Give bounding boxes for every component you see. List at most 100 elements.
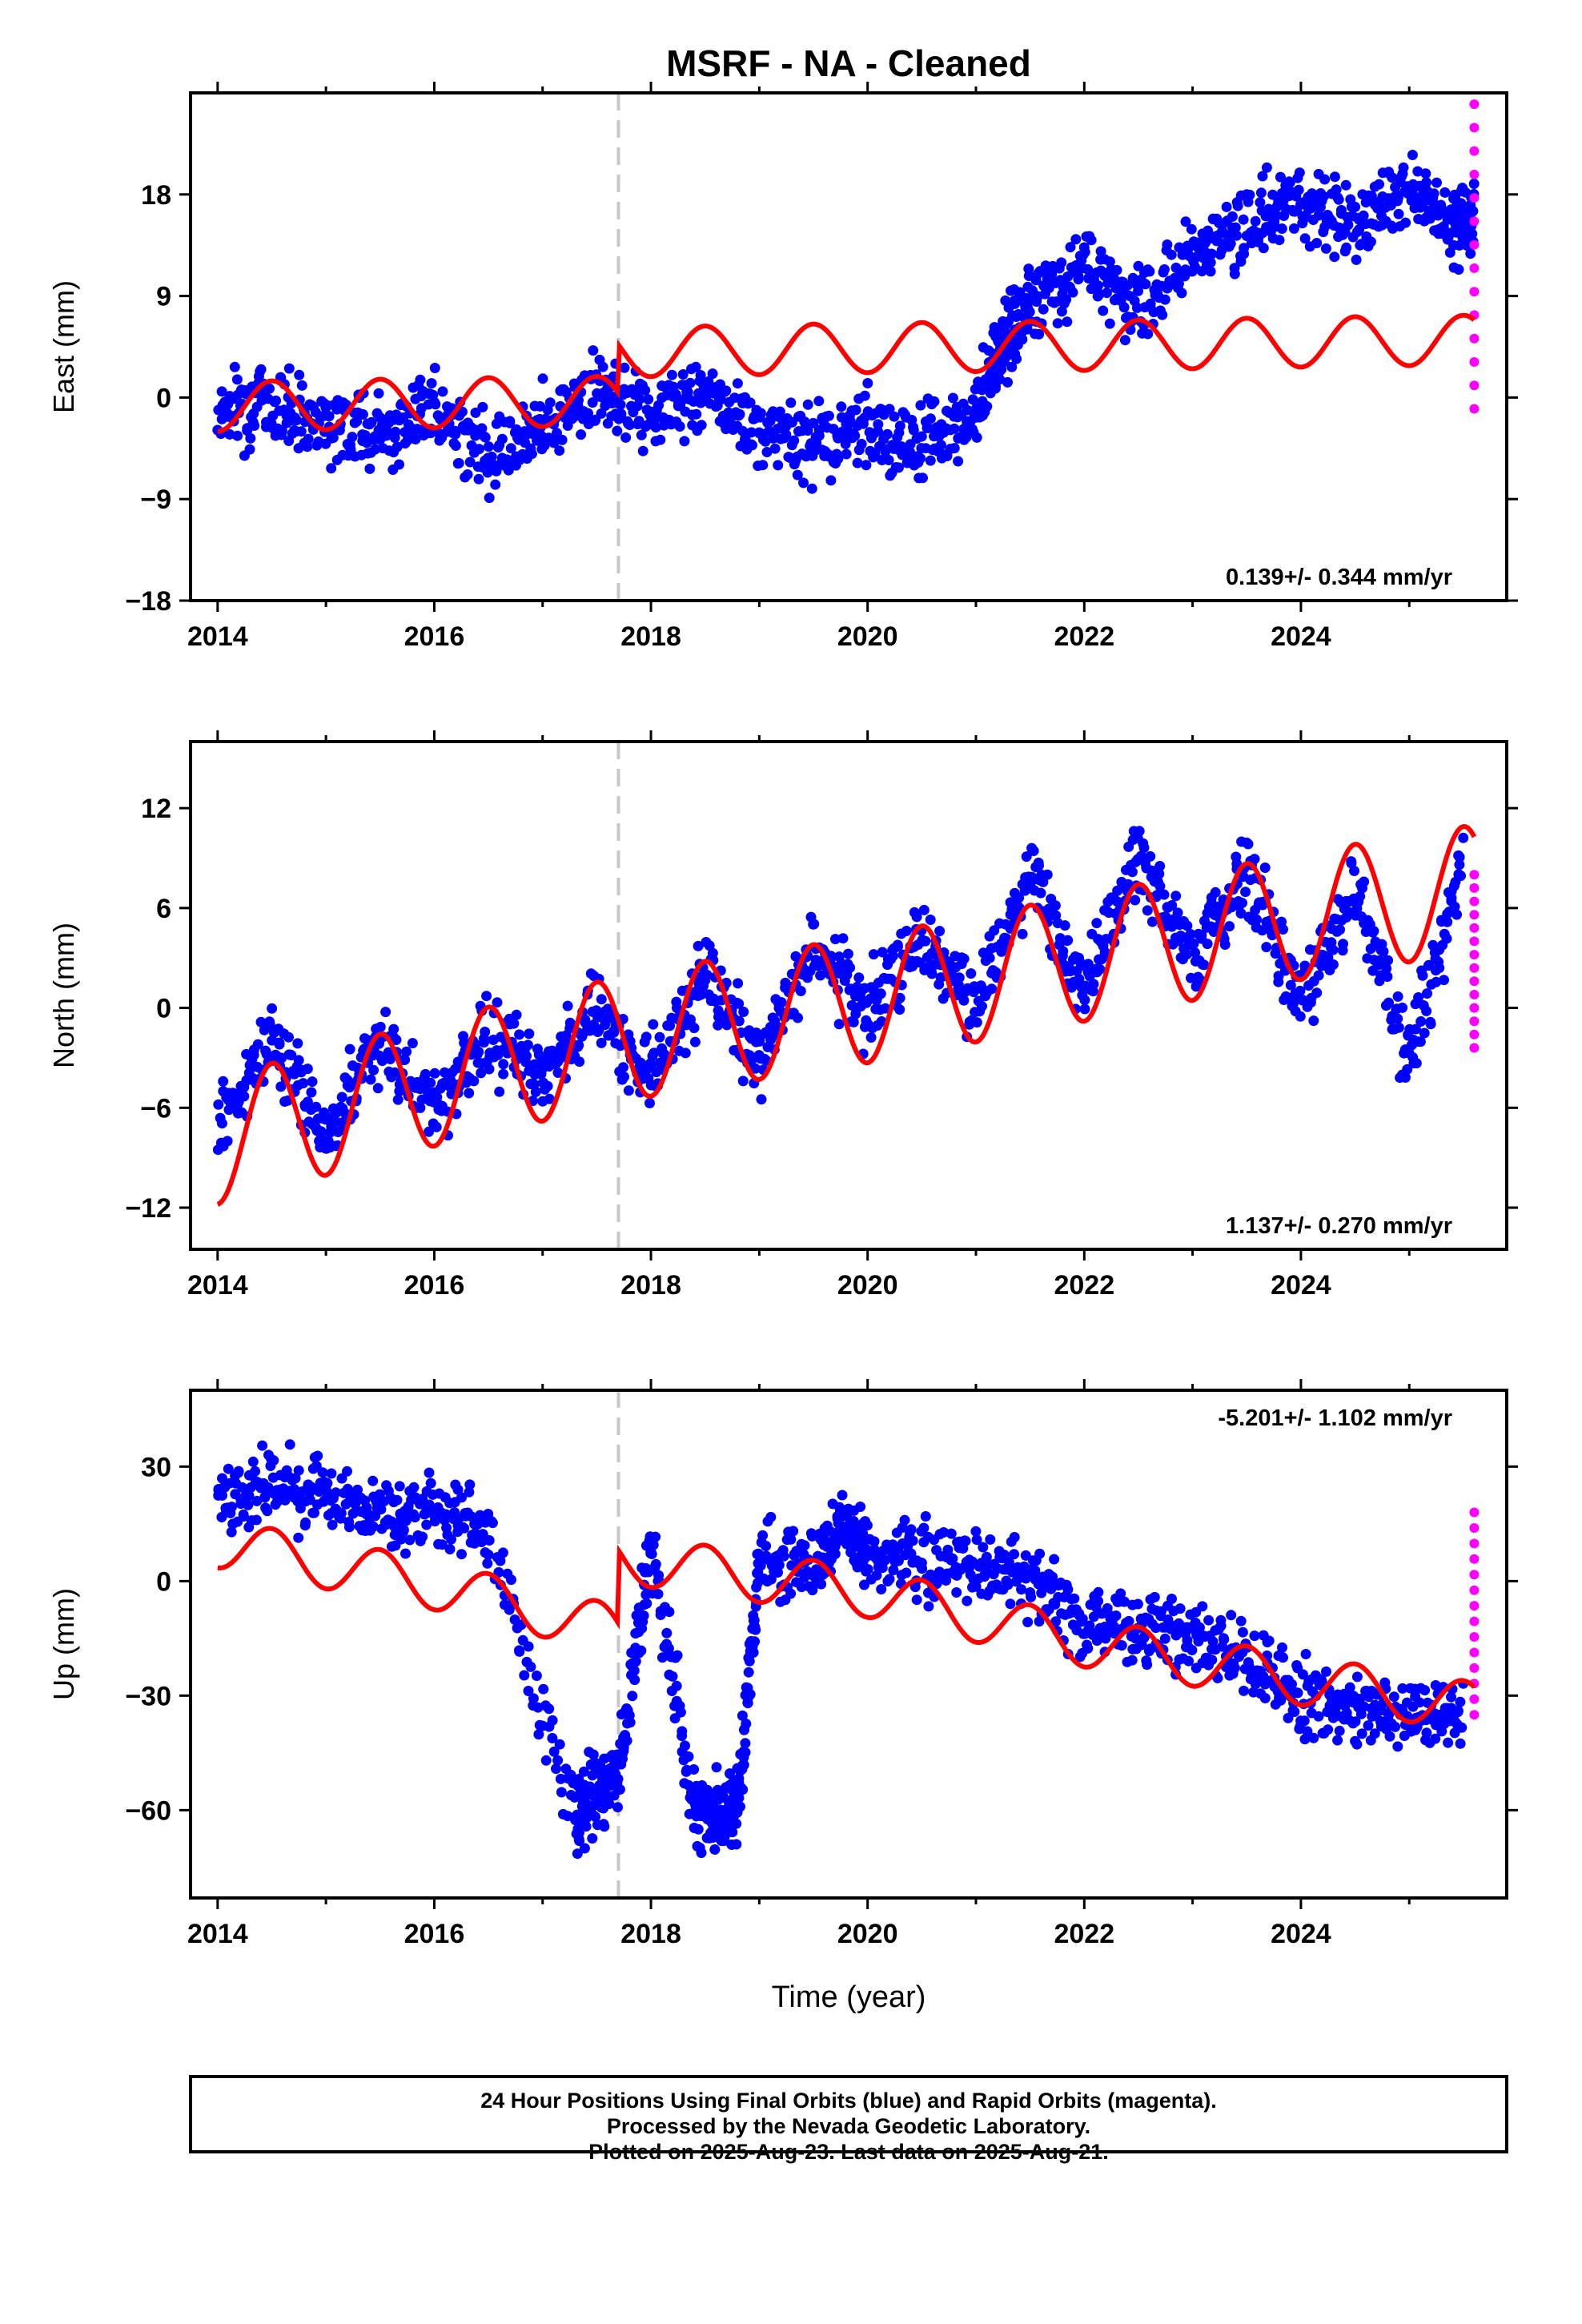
final-orbit-point	[496, 433, 508, 444]
final-orbit-point	[742, 1697, 753, 1708]
final-orbit-point	[926, 968, 938, 979]
final-orbit-point	[761, 1541, 772, 1551]
x-tick-label: 2020	[837, 1270, 898, 1301]
final-orbit-point	[1419, 1685, 1431, 1696]
final-orbit-point	[716, 394, 726, 405]
y-tick-label: −12	[125, 1193, 171, 1224]
final-orbit-point	[486, 451, 497, 462]
final-orbit-point	[798, 477, 809, 489]
y-tick-label: −60	[125, 1795, 171, 1826]
final-orbit-point	[1343, 219, 1354, 231]
final-orbit-point	[1186, 223, 1197, 235]
final-orbit-point	[306, 1482, 317, 1493]
final-orbit-point	[856, 439, 867, 449]
final-orbit-point	[511, 424, 522, 435]
final-orbit-point	[630, 1656, 641, 1667]
panel-0: 2014 2016 2018 2020 2022 2024 18 9 0 −9 −18 East (m…	[47, 82, 1518, 652]
final-orbit-point	[1411, 1058, 1422, 1069]
final-orbit-point	[538, 1683, 549, 1695]
final-orbit-point	[1321, 1666, 1331, 1677]
final-orbit-point	[1022, 1617, 1034, 1627]
final-orbit-point	[929, 396, 940, 407]
final-orbit-point	[733, 978, 744, 989]
final-orbit-point	[1079, 995, 1090, 1006]
final-orbit-point	[755, 408, 766, 419]
final-orbit-point	[1146, 916, 1158, 927]
final-orbit-point	[1237, 1626, 1248, 1638]
final-orbit-point	[1095, 246, 1106, 257]
final-orbit-point	[778, 1550, 789, 1562]
final-orbit-point	[1086, 235, 1097, 246]
final-orbit-point	[1452, 1705, 1464, 1716]
final-orbit-point	[888, 1565, 899, 1576]
final-orbit-point	[1111, 264, 1122, 275]
final-orbit-point	[1363, 1720, 1374, 1731]
final-orbit-point	[737, 1076, 749, 1087]
final-orbit-point	[917, 472, 928, 484]
final-orbit-point	[871, 1570, 882, 1581]
final-orbit-point	[643, 394, 654, 405]
final-orbit-point	[261, 1049, 272, 1059]
final-orbit-point	[934, 926, 946, 937]
final-orbit-point	[789, 435, 800, 446]
final-orbit-point	[415, 374, 426, 385]
final-orbit-point	[484, 1063, 495, 1075]
y-tick-label: 9	[156, 282, 171, 312]
final-orbit-point	[1133, 260, 1144, 271]
y-axis-label: East (mm)	[47, 280, 80, 413]
final-orbit-point	[949, 443, 960, 454]
final-orbit-point	[505, 443, 516, 454]
final-orbit-point	[1287, 1679, 1297, 1690]
final-orbit-point	[1344, 1682, 1355, 1693]
final-orbit-point	[1119, 335, 1130, 346]
final-orbit-point	[962, 1595, 973, 1606]
final-orbit-point	[1285, 979, 1296, 991]
final-orbit-point	[1329, 171, 1340, 183]
final-orbit-point	[583, 408, 593, 419]
final-orbit-point	[248, 1049, 259, 1060]
final-orbit-point	[677, 369, 689, 380]
final-orbit-point	[738, 1007, 749, 1017]
final-orbit-point	[1275, 171, 1286, 183]
final-orbit-point	[1091, 918, 1102, 929]
final-orbit-point	[733, 998, 745, 1009]
final-orbit-point	[1365, 236, 1376, 247]
final-orbit-point	[588, 1749, 599, 1760]
final-orbit-point	[452, 1484, 464, 1495]
final-orbit-point	[1229, 268, 1240, 279]
final-orbit-point	[1021, 851, 1032, 862]
final-orbit-point	[1249, 1630, 1260, 1642]
final-orbit-point	[1311, 987, 1323, 999]
final-orbit-point	[1212, 1673, 1223, 1683]
final-orbit-point	[733, 1792, 745, 1803]
footer-line-2: Processed by the Nevada Geodetic Laborat…	[607, 2114, 1090, 2138]
final-orbit-point	[1274, 235, 1285, 246]
final-orbit-point	[1355, 891, 1366, 902]
model-curve	[217, 1526, 1476, 1725]
final-orbit-point	[1093, 280, 1103, 292]
final-orbit-point	[544, 1093, 555, 1104]
final-orbit-point	[430, 399, 441, 410]
final-orbit-point	[323, 411, 335, 422]
final-orbit-point	[229, 361, 240, 372]
final-orbit-point	[707, 368, 718, 380]
final-orbit-point	[540, 1755, 552, 1766]
final-orbit-point	[947, 392, 958, 404]
final-orbit-point	[1134, 826, 1145, 837]
chart-title: MSRF - NA - Cleaned	[666, 42, 1031, 84]
final-orbit-point	[604, 1799, 615, 1809]
final-orbit-point	[672, 1650, 683, 1661]
final-orbit-point	[773, 1559, 785, 1570]
x-axis-label: Time (year)	[772, 1980, 926, 2014]
final-orbit-point	[629, 1675, 640, 1686]
final-orbit-point	[960, 1535, 971, 1546]
final-orbit-point	[748, 1647, 759, 1658]
final-orbit-point	[1434, 963, 1445, 974]
final-orbit-point	[1006, 361, 1018, 372]
final-orbit-point	[1166, 1594, 1177, 1604]
final-orbit-point	[293, 1465, 304, 1476]
final-orbit-point	[833, 453, 844, 464]
final-orbit-point	[1443, 1737, 1454, 1748]
final-orbit-point	[1259, 862, 1271, 873]
final-orbit-point	[484, 493, 495, 504]
